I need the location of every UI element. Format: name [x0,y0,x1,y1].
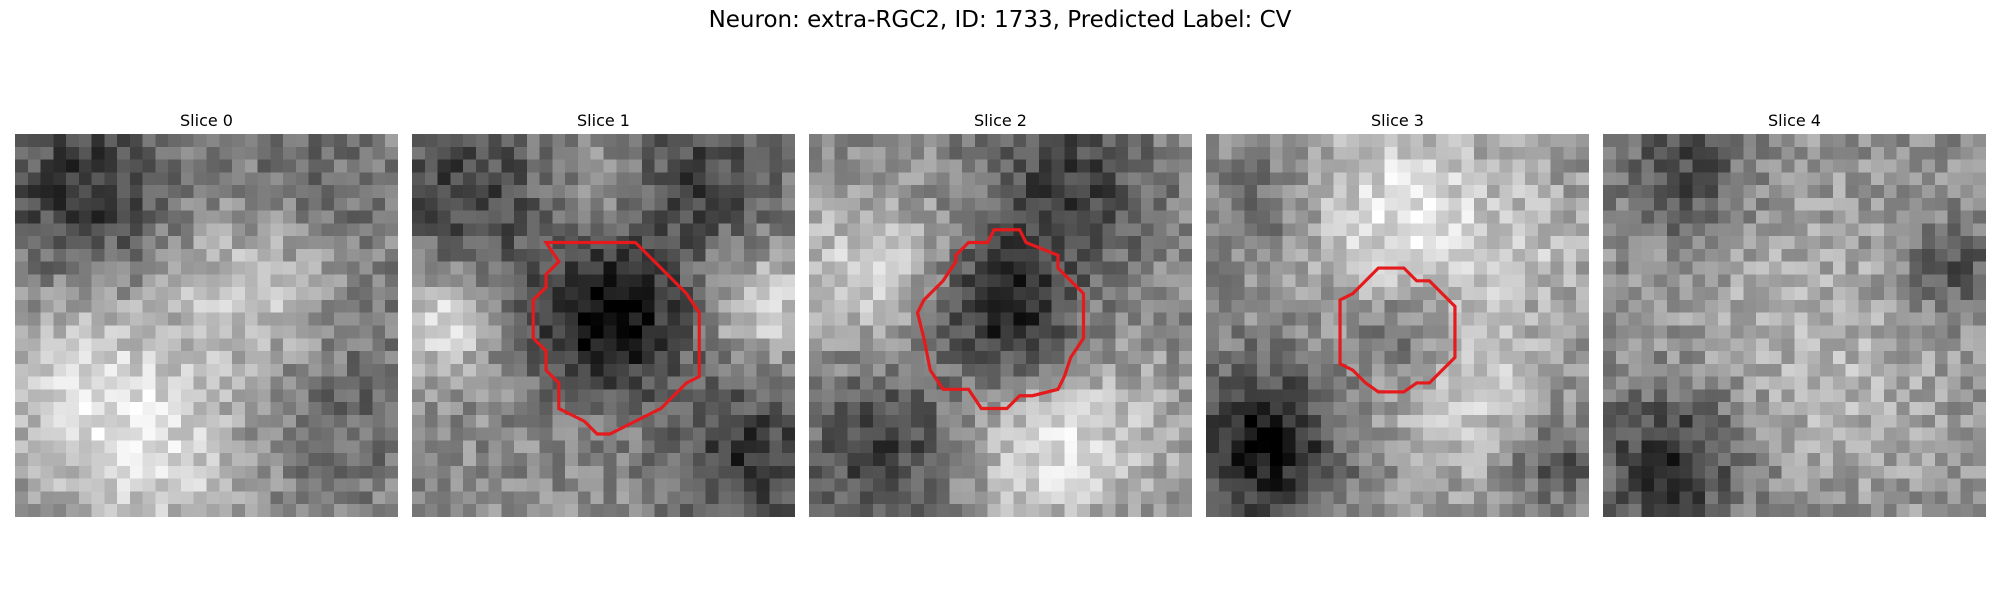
slice-title: Slice 3 [1371,111,1424,130]
slice-title: Slice 4 [1768,111,1821,130]
slice-panel-3: Slice 3 [1206,108,1589,517]
slice-panel-4: Slice 4 [1603,108,1986,517]
slice-image [412,134,795,517]
neuron-outline-overlay [531,240,701,436]
slice-title: Slice 2 [974,111,1027,130]
slice-panel-0: Slice 0 [15,108,398,517]
slice-title: Slice 0 [180,111,233,130]
neuron-outline-overlay [915,228,1086,411]
neuron-outline-overlay [1603,134,1986,517]
neuron-outline [531,240,701,436]
figure-title: Neuron: extra-RGC2, ID: 1733, Predicted … [708,7,1292,33]
neuron-outline-overlay [1338,266,1457,394]
neuron-outline [1338,266,1457,394]
neuron-outline-overlay [15,134,398,517]
neuron-outline [915,228,1086,411]
slice-panel-2: Slice 2 [809,108,1192,517]
slice-image [15,134,398,517]
slice-title: Slice 1 [577,111,630,130]
slice-image [1603,134,1986,517]
slice-image [809,134,1192,517]
slice-image [1206,134,1589,517]
slice-panel-1: Slice 1 [412,108,795,517]
